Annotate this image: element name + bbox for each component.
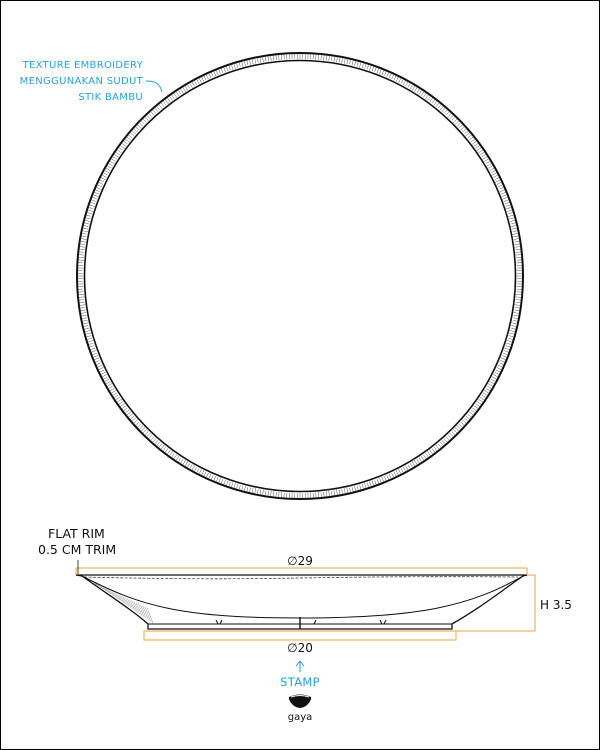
rim-trim-label: 0.5 CM TRIM	[38, 542, 116, 557]
rim-texture-line	[83, 576, 519, 580]
stamp-label: STAMP	[280, 675, 320, 689]
bowl-logo-icon	[289, 694, 311, 708]
stamp-arrow-icon	[295, 660, 305, 672]
dimension-lines	[75, 567, 536, 641]
plate-top-view	[76, 52, 524, 500]
bottom-diameter-label: ∅20	[287, 641, 313, 655]
height-dim-line	[456, 574, 536, 632]
side-wall-hatching	[91, 582, 154, 624]
plate-side-view	[75, 574, 528, 630]
height-label: H 3.5	[540, 598, 572, 612]
top-diameter-label: ∅29	[287, 554, 313, 568]
rim-texture-hatching	[78, 54, 522, 498]
plate-inner-well	[81, 575, 524, 619]
texture-note-line3: STIK BAMBU	[78, 92, 143, 103]
flat-rim-label: FLAT RIM	[48, 526, 105, 541]
top-diameter-line	[75, 567, 528, 575]
bottom-diameter-box	[143, 630, 457, 641]
plate-outer-rim	[76, 52, 524, 500]
texture-note-line2: MENGGUNAKAN SUDUT	[20, 76, 144, 87]
foot-segments	[215, 619, 387, 625]
texture-note-line1: TEXTURE EMBROIDERY	[22, 60, 144, 71]
texture-leader-line	[145, 80, 163, 93]
plate-inner-rim	[83, 59, 517, 493]
gaya-logo-text: gaya	[288, 712, 313, 723]
gaya-logo: gaya	[288, 694, 313, 723]
